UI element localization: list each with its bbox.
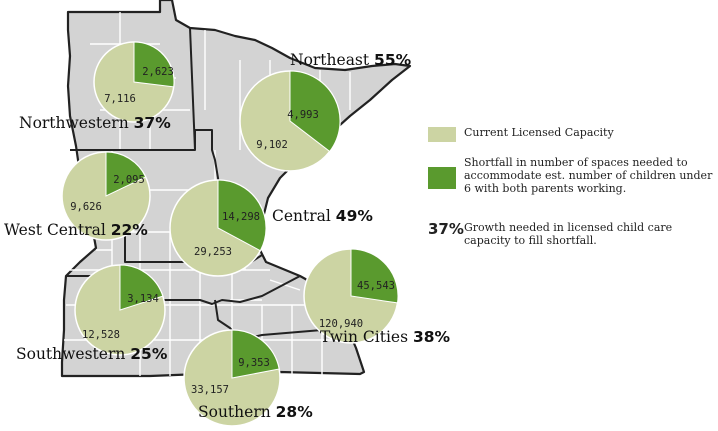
- region-name: Northwestern: [19, 114, 134, 132]
- shortfall-value: 2,095: [113, 174, 145, 186]
- pie-northwestern: 2,623 7,116: [93, 41, 175, 123]
- pie-southern: 9,353 33,157: [183, 329, 281, 427]
- capacity-value: 9,626: [70, 201, 102, 213]
- shortfall-slice: [289, 70, 341, 153]
- region-pct: 37%: [134, 114, 172, 132]
- pie-central: 14,298 29,253: [169, 179, 267, 277]
- shortfall-slice: [231, 329, 280, 379]
- capacity-swatch: [428, 127, 456, 142]
- legend-capacity-label: Current Licensed Capacity: [464, 126, 614, 139]
- shortfall-value: 3,134: [127, 293, 159, 305]
- shortfall-slice: [217, 179, 267, 252]
- shortfall-value: 9,353: [238, 357, 270, 369]
- pie-west-central: 2,095 9,626: [61, 151, 151, 241]
- region-name: West Central: [4, 221, 111, 239]
- region-pct: 22%: [111, 221, 149, 239]
- shortfall-value: 2,623: [142, 66, 174, 78]
- region-name: Southern: [198, 403, 276, 421]
- region-name: Northeast: [290, 51, 374, 69]
- region-label-southern: Southern 28%: [198, 403, 313, 421]
- legend-item-capacity: Current Licensed Capacity: [428, 126, 718, 142]
- region-label-northwestern: Northwestern 37%: [19, 114, 171, 132]
- legend-item-growth: 37% Growth needed in licensed child care…: [428, 221, 694, 247]
- shortfall-slice: [119, 264, 164, 311]
- capacity-value: 33,157: [191, 384, 229, 396]
- region-name: Southwestern: [16, 345, 130, 363]
- legend-item-shortfall: Shortfall in number of spaces needed to …: [428, 156, 714, 195]
- shortfall-value: 14,298: [222, 211, 260, 223]
- region-label-twin-cities: Twin Cities 38%: [320, 328, 451, 346]
- capacity-value: 12,528: [82, 329, 120, 341]
- region-label-northeast: Northeast 55%: [290, 51, 412, 69]
- region-name: Twin Cities: [320, 328, 413, 346]
- region-label-central: Central 49%: [272, 207, 373, 225]
- shortfall-slice: [350, 248, 399, 304]
- region-pct: 25%: [130, 345, 168, 363]
- legend-pct-symbol: 37%: [428, 220, 464, 238]
- region-label-southwestern: Southwestern 25%: [16, 345, 168, 363]
- legend-growth-label: Growth needed in licensed child care cap…: [464, 221, 673, 247]
- capacity-value: 120,940: [319, 318, 363, 330]
- shortfall-slice: [133, 41, 175, 88]
- region-label-west-central: West Central 22%: [4, 221, 148, 239]
- pie-northeast: 4,993 9,102: [239, 70, 341, 172]
- shortfall-slice: [105, 151, 147, 197]
- pie-southwestern: 3,134 12,528: [74, 264, 166, 356]
- pie-twin-cities: 45,543 120,940: [303, 248, 399, 344]
- region-pct: 55%: [374, 51, 412, 69]
- legend-shortfall-label: Shortfall in number of spaces needed to …: [464, 156, 713, 195]
- region-pct: 49%: [336, 207, 374, 225]
- capacity-value: 9,102: [256, 139, 288, 151]
- region-pct: 28%: [276, 403, 314, 421]
- region-pct: 38%: [413, 328, 451, 346]
- capacity-value: 7,116: [104, 93, 136, 105]
- shortfall-value: 4,993: [287, 109, 319, 121]
- capacity-value: 29,253: [194, 246, 232, 258]
- shortfall-value: 45,543: [357, 280, 395, 292]
- shortfall-swatch: [428, 167, 456, 189]
- region-name: Central: [272, 207, 336, 225]
